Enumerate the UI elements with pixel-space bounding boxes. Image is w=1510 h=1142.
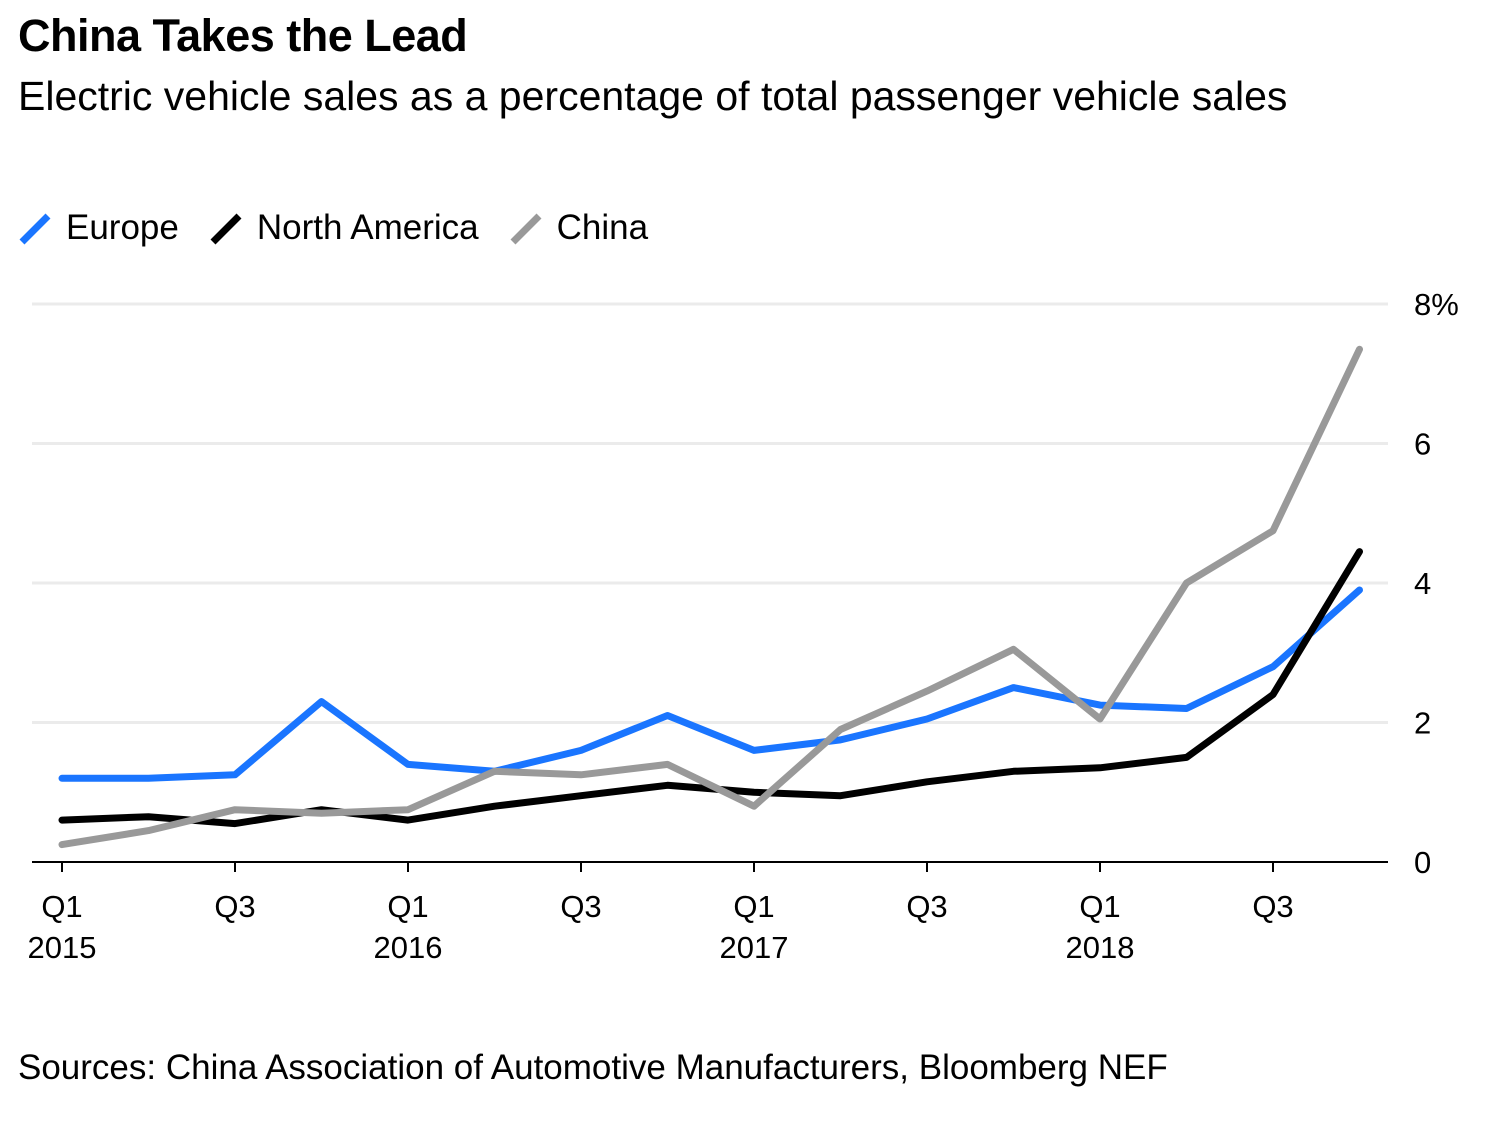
legend-label: North America xyxy=(256,208,479,247)
x-tick-year-label: 2017 xyxy=(720,930,789,965)
x-tick-label: Q1 xyxy=(733,889,774,924)
legend-label: China xyxy=(556,208,649,247)
legend-swatch-icon xyxy=(19,213,51,245)
y-tick-label: 4 xyxy=(1414,566,1431,601)
x-tick-label: Q3 xyxy=(1252,889,1293,924)
legend-item-china: China xyxy=(509,208,648,248)
x-tick-label: Q1 xyxy=(387,889,428,924)
legend-label: Europe xyxy=(66,208,179,247)
x-tick-year-label: 2018 xyxy=(1066,930,1135,965)
x-tick-label: Q3 xyxy=(906,889,947,924)
x-tick-year-label: 2015 xyxy=(28,930,97,965)
chart-subtitle: Electric vehicle sales as a percentage o… xyxy=(18,73,1288,119)
line-chart: 0 2 4 6 8% Q1 2015 Q3 Q1 2016 Q3 Q1 2017 Q3 Q1 2018 Q3 xyxy=(28,287,1459,965)
y-tick-label: 2 xyxy=(1414,706,1431,741)
y-tick-label: 0 xyxy=(1414,845,1431,880)
series-line-china xyxy=(58,345,1363,849)
x-tick-year-label: 2016 xyxy=(374,930,443,965)
source-note: Sources: China Association of Automotive… xyxy=(18,1048,1168,1087)
x-tick-label: Q3 xyxy=(214,889,255,924)
legend: Europe North America China xyxy=(18,203,678,253)
y-tick-label: 6 xyxy=(1414,427,1431,462)
legend-swatch-icon xyxy=(210,213,242,245)
legend-swatch-icon xyxy=(510,213,542,245)
x-tick-label: Q1 xyxy=(41,889,82,924)
chart-title: China Takes the Lead xyxy=(18,10,468,61)
series-line-europe xyxy=(58,586,1363,782)
legend-item-north-america: North America xyxy=(209,208,479,248)
y-tick-label: 8% xyxy=(1414,287,1459,322)
legend-item-europe: Europe xyxy=(18,208,179,248)
x-tick-label: Q3 xyxy=(560,889,601,924)
x-tick-label: Q1 xyxy=(1079,889,1120,924)
